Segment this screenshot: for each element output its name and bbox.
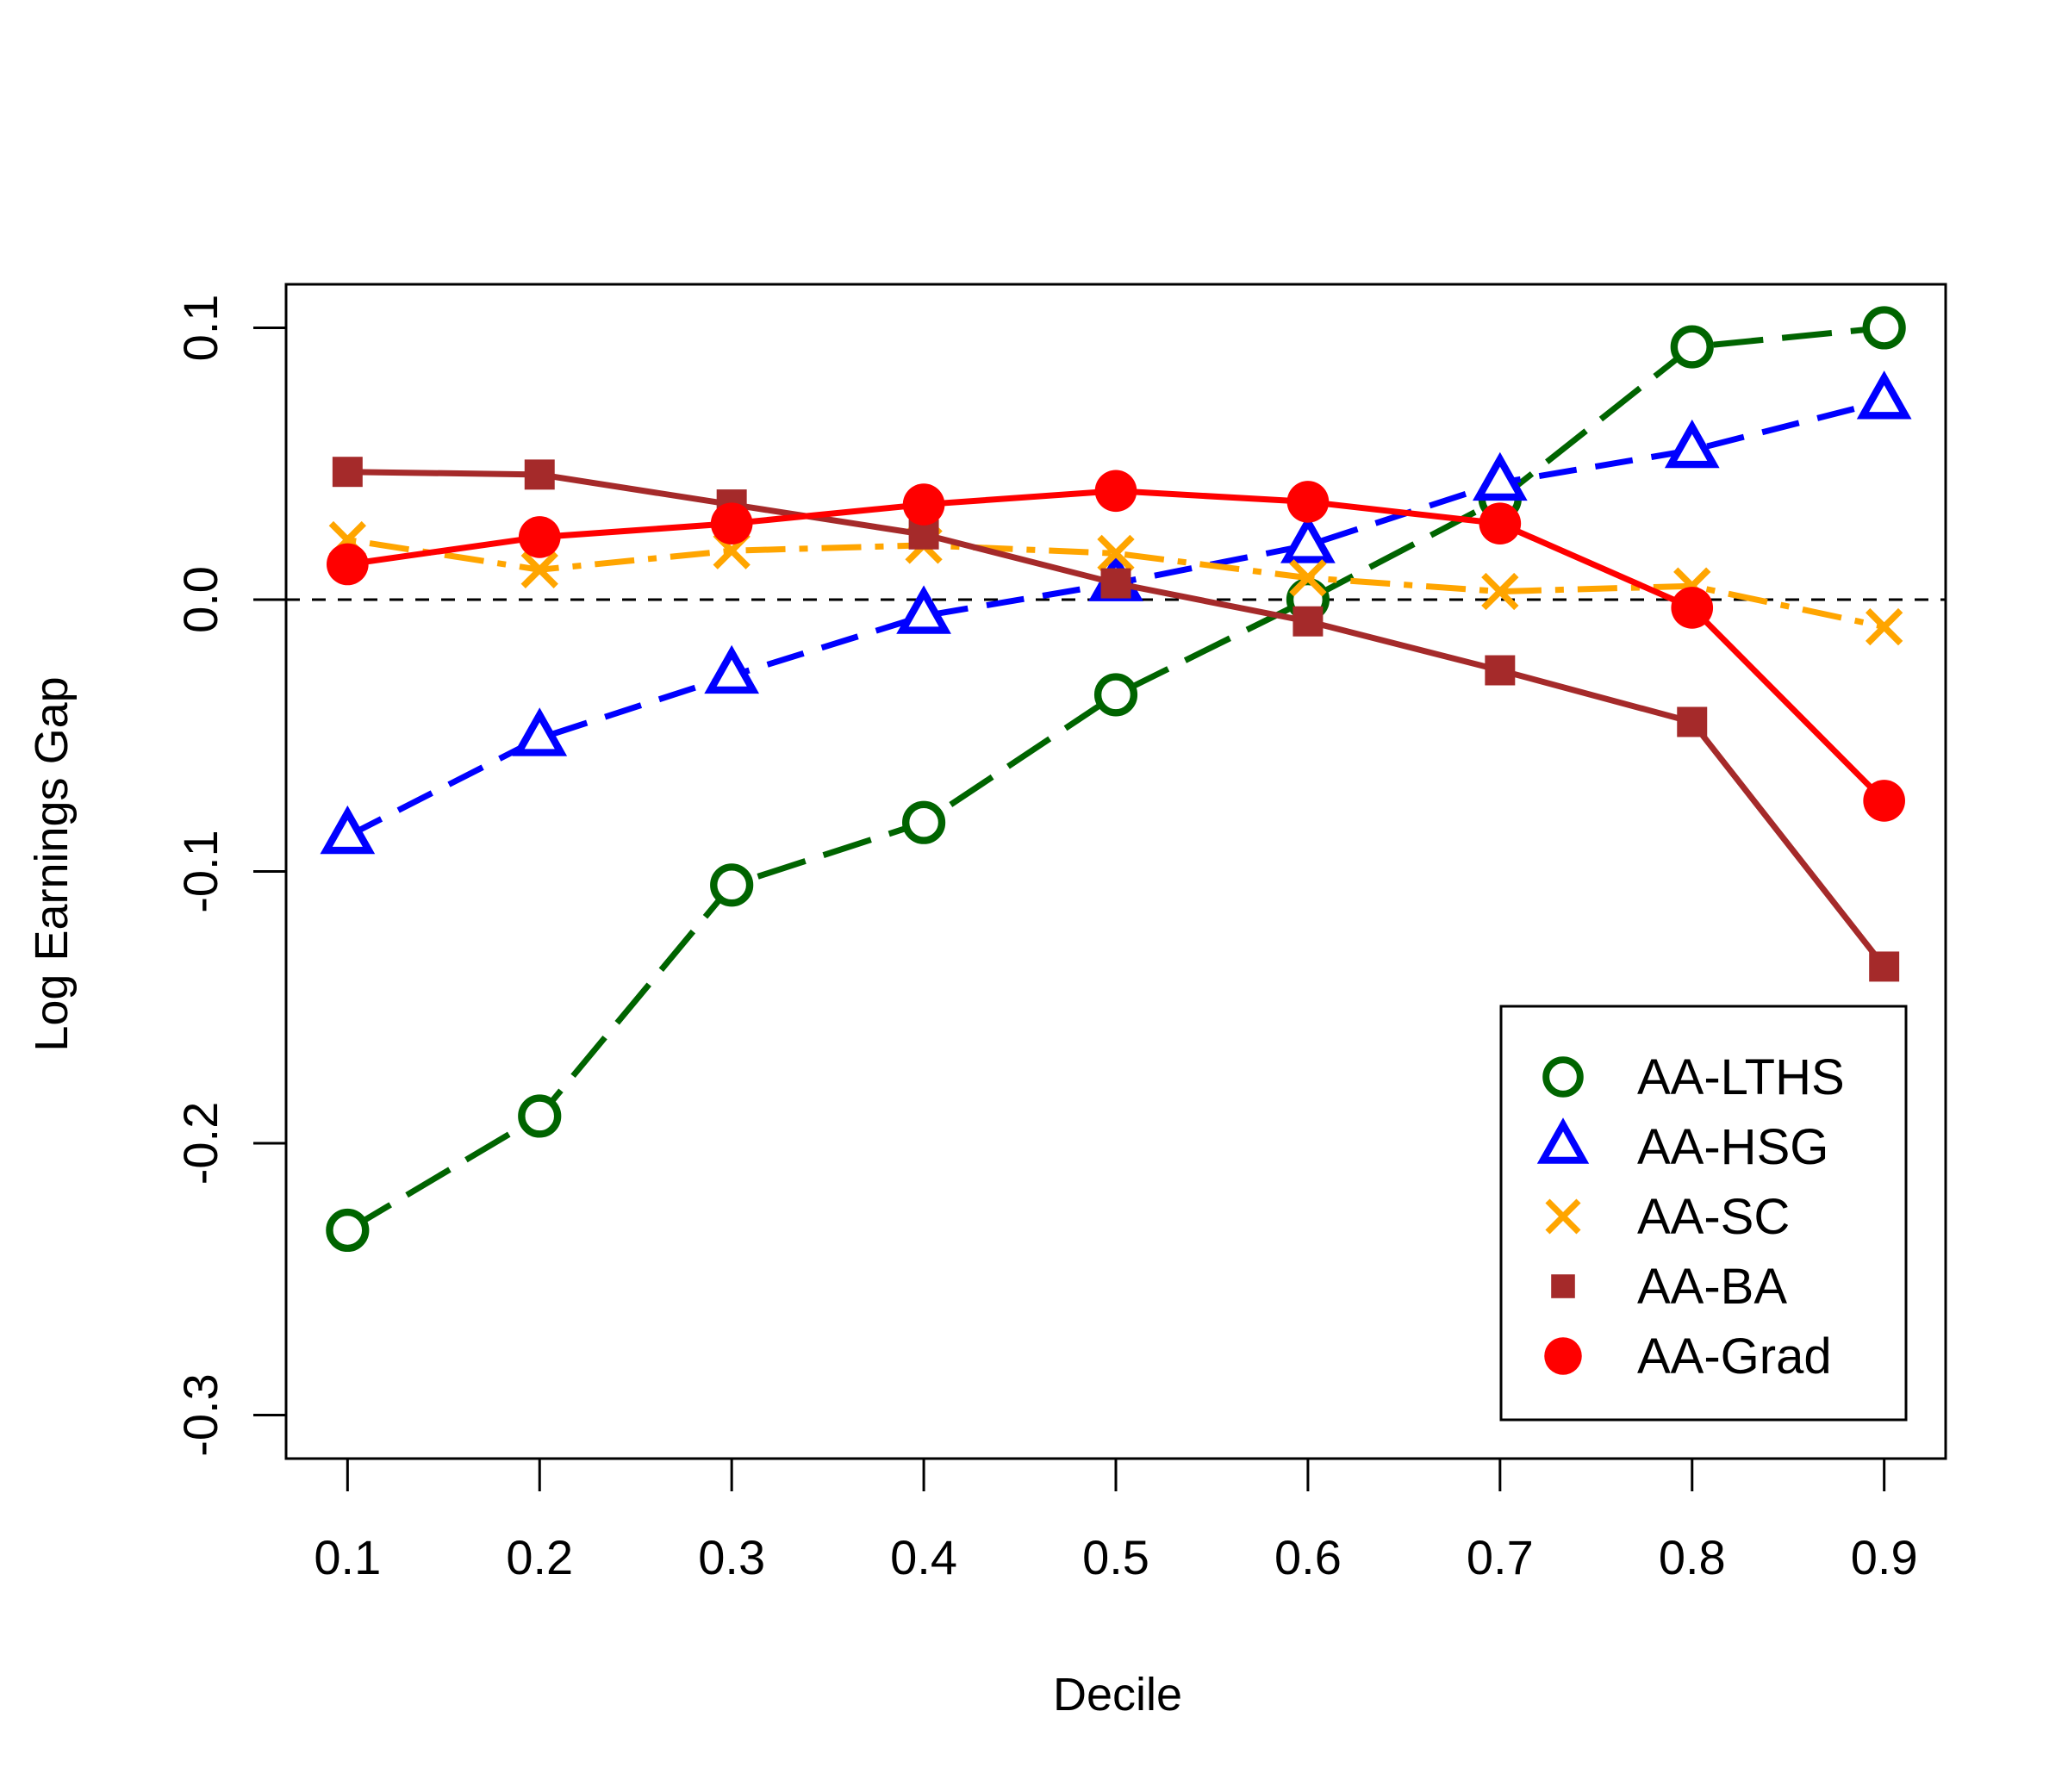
data-point-aa-hsg-8 (1664, 419, 1720, 469)
data-point-aa-hsg-3 (704, 644, 760, 694)
data-point-aa-hsg-4 (896, 585, 951, 634)
legend-entry-aa-lths: AA-LTHS (1542, 1049, 1845, 1105)
legend-marker-aa-sc (1545, 1198, 1581, 1235)
x-tick-label: 0.2 (506, 1530, 573, 1584)
axes-layer: 0.1 0.2 0.3 0.4 0.5 0.6 0.7 0.8 0.9 -0.3 -0.2 -0.1 0… (173, 283, 1947, 1584)
legend-entry-aa-ba: AA-BA (1551, 1259, 1787, 1315)
legend-label: AA-Grad (1637, 1328, 1832, 1384)
legend-marker-aa-hsg (1536, 1117, 1590, 1164)
series-line-aa-lths (346, 324, 1885, 1233)
data-point-aa-grad-9 (1863, 780, 1905, 822)
x-tick-label: 0.5 (1082, 1530, 1149, 1584)
legend-marker-aa-grad (1544, 1337, 1582, 1375)
data-point-aa-lths-5 (1093, 673, 1138, 717)
x-axis-title: Decile (1053, 1669, 1182, 1720)
legend-label: AA-BA (1637, 1259, 1787, 1315)
y-tick-label: -0.1 (173, 830, 227, 913)
x-tick-label: 0.8 (1659, 1530, 1726, 1584)
data-point-aa-lths-2 (518, 1094, 562, 1138)
data-point-aa-hsg-6 (1280, 514, 1336, 563)
legend-entry-aa-grad: AA-Grad (1544, 1328, 1832, 1384)
legend-entry-aa-hsg: AA-HSG (1536, 1117, 1828, 1175)
data-point-aa-grad-5 (1094, 470, 1137, 513)
data-point-aa-grad-8 (1671, 587, 1714, 629)
data-point-aa-grad-4 (902, 483, 945, 526)
x-tick-label: 0.9 (1851, 1530, 1918, 1584)
data-point-aa-ba-6 (1292, 606, 1324, 637)
data-point-aa-hsg-1 (320, 805, 376, 855)
data-point-aa-grad-1 (327, 543, 369, 586)
series-aa-ba (332, 457, 1900, 982)
data-point-aa-lths-1 (326, 1208, 370, 1253)
data-point-aa-ba-8 (1677, 706, 1708, 737)
data-point-aa-hsg-9 (1856, 370, 1912, 420)
legend-label: AA-LTHS (1637, 1049, 1845, 1105)
data-point-aa-lths-9 (1862, 306, 1906, 350)
x-tick-label: 0.6 (1274, 1530, 1342, 1584)
y-tick-label: -0.2 (173, 1102, 227, 1185)
data-point-aa-sc-7 (1481, 572, 1519, 611)
data-point-aa-grad-3 (710, 502, 753, 544)
data-point-aa-ba-1 (332, 457, 363, 488)
legend: AA-LTHS AA-HSG AA-SC AA-BA AA-Grad (1499, 1005, 1908, 1422)
data-point-aa-lths-3 (710, 863, 754, 907)
data-point-aa-ba-5 (1100, 568, 1131, 599)
legend-marker-aa-ba (1551, 1274, 1575, 1298)
series-aa-grad (327, 470, 1905, 822)
series-line-aa-sc (346, 537, 1885, 630)
data-point-aa-lths-8 (1670, 325, 1714, 369)
data-point-aa-lths-4 (902, 800, 946, 844)
data-point-aa-sc-9 (1866, 607, 1903, 646)
x-tick-label: 0.3 (698, 1530, 765, 1584)
series-aa-sc (328, 520, 1903, 646)
data-point-aa-sc-5 (1097, 534, 1135, 573)
data-point-aa-grad-7 (1479, 502, 1522, 544)
x-tick-label: 0.7 (1467, 1530, 1534, 1584)
legend-label: AA-HSG (1637, 1119, 1828, 1175)
data-point-aa-ba-7 (1485, 655, 1516, 686)
x-tick-label: 0.1 (314, 1530, 381, 1584)
data-point-aa-hsg-2 (512, 707, 568, 756)
y-tick-label: 0.0 (173, 566, 227, 633)
x-tick-label: 0.4 (890, 1530, 957, 1584)
series-layer (320, 306, 1912, 1253)
data-point-aa-sc-2 (520, 551, 558, 588)
data-point-aa-ba-2 (524, 459, 555, 490)
data-point-aa-grad-6 (1286, 481, 1330, 523)
data-point-aa-grad-2 (518, 516, 561, 558)
data-point-aa-sc-6 (1289, 559, 1327, 597)
y-tick-label: 0.1 (173, 295, 227, 362)
data-point-aa-hsg-7 (1472, 451, 1528, 501)
y-tick-label: -0.3 (173, 1373, 227, 1457)
legend-entry-aa-sc: AA-SC (1545, 1189, 1790, 1245)
legend-label: AA-SC (1637, 1189, 1790, 1245)
legend-marker-aa-lths (1542, 1056, 1584, 1098)
y-axis-title: Log Earnings Gap (26, 676, 78, 1051)
data-point-aa-ba-9 (1869, 951, 1900, 982)
